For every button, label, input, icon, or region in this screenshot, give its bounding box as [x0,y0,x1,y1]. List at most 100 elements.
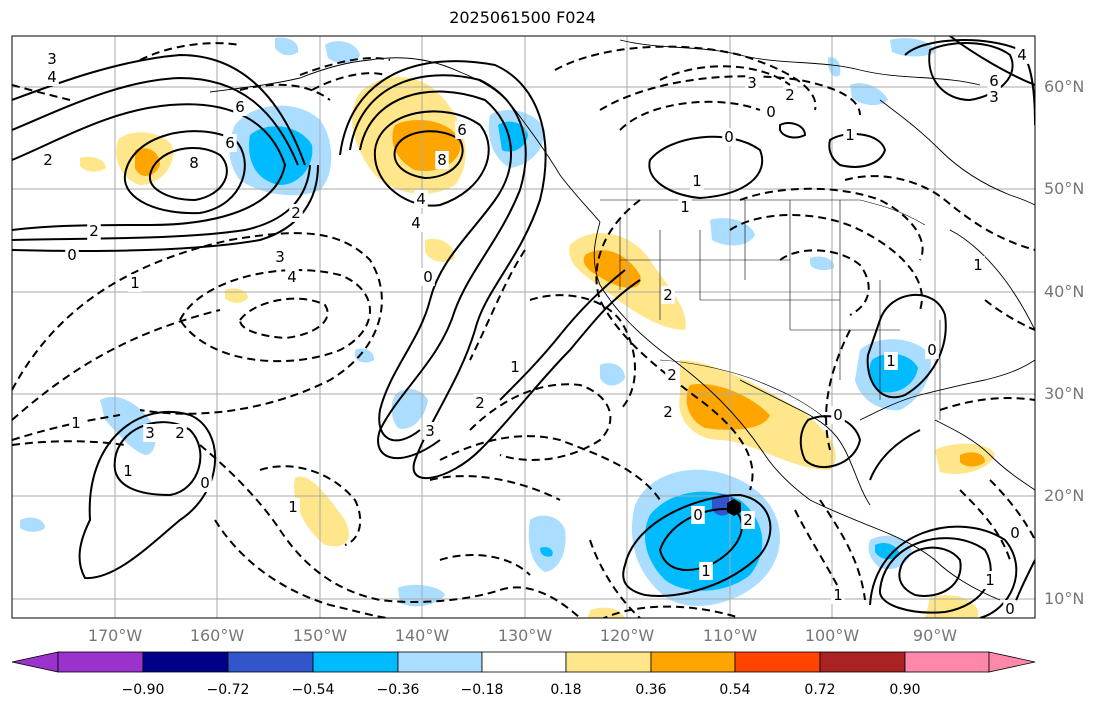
contour-label-halo [421,268,435,286]
negative-anomaly-region [869,353,918,393]
contour-label: 0 [423,268,433,286]
negative-anomaly-region [600,363,625,386]
colorbar-tick-label: −0.54 [291,682,335,698]
contour-label: 4 [416,190,426,208]
lon-label: 100°W [804,626,860,645]
negative-anomaly-region [540,547,553,557]
contour-label-halo [783,86,797,104]
contour-label-halo [764,103,778,121]
colorbar-segment [819,651,906,673]
contour-label: 2 [785,86,795,104]
political-borders [600,199,941,420]
positive-contours [12,36,1035,618]
contour-label-halo [273,248,287,266]
positive-anomaly-region [425,238,455,262]
lon-label: 150°W [292,626,348,645]
contour-label-halo [699,562,713,580]
contour-label: 1 [130,274,140,292]
contour-label: 3 [275,248,285,266]
contour-label-halo [508,358,522,376]
contour-label-halo [722,128,736,146]
colorbar [11,651,1036,673]
contour-label: 1 [701,562,711,580]
contour-label: 2 [89,222,99,240]
contour-label: 1 [845,126,855,144]
contour-label-halo [983,571,997,589]
contour-label-halo [1003,600,1017,618]
contour-labels: 3 4 6 2 8 6 2 0 1 2 3 4 6 8 4 0 1 2 3 4 … [41,46,1029,618]
lon-label: 160°W [189,626,245,645]
contour-label-halo [971,256,985,274]
colorbar-tick-label: −0.72 [206,682,250,698]
contour-label: 6 [225,134,235,152]
contour-label-halo [233,98,247,116]
negative-anomaly-region [275,37,299,56]
negative-anomaly-region [875,543,900,560]
contour-label-halo [831,406,845,424]
contour-label: 1 [288,498,298,516]
positive-anomaly-region [960,452,985,467]
contour-label-halo [745,74,759,92]
positive-anomaly-region [294,476,349,547]
contour-label-halo [691,506,705,524]
contour-label: 4 [47,68,57,86]
contour-label: 1 [680,198,690,216]
colorbar-segment [904,651,990,673]
colorbar-segment [397,651,483,673]
lat-label: 20°N [1044,486,1085,505]
contour-label-halo [198,474,212,492]
contour-label: 0 [766,103,776,121]
lon-label: 90°W [912,626,958,645]
contour-label: 0 [1010,524,1020,542]
contour-label: 3 [747,74,757,92]
contour-label: 6 [989,72,999,90]
colorbar-tick-label: −0.36 [376,682,420,698]
contour-label-halo [41,151,55,169]
contour-label: 2 [475,394,485,412]
contour-label: 1 [833,586,843,604]
positive-anomaly-region [686,384,770,430]
lon-label: 110°W [702,626,758,645]
lat-label: 10°N [1044,589,1085,608]
contour-label-halo [831,586,845,604]
contour-label-halo [473,394,487,412]
contour-label: 6 [235,98,245,116]
contour-label: 1 [973,256,983,274]
colorbar-segment [57,651,144,673]
contour-label: 4 [287,268,297,286]
colorbar-tick-label: 0.72 [804,682,836,698]
contour-label: 3 [989,88,999,106]
colorbar-segment [650,651,736,673]
shaded-anomaly-layer [20,37,995,618]
contour-label-halo [87,222,101,240]
colorbar-segment [988,651,1036,673]
contour-label-halo [65,246,79,264]
contour-label: 2 [743,511,753,529]
contour-label: 6 [457,121,467,139]
contour-label: 8 [189,154,199,172]
contour-label: 3 [425,422,435,440]
contour-label-halo [289,204,303,222]
contour-label-halo [285,268,299,286]
contour-label: 1 [71,414,81,432]
contour-label: 2 [663,286,673,304]
contour-label-halo [223,134,237,152]
contour-label: 0 [724,128,734,146]
contour-label-halo [1008,524,1022,542]
contour-label-halo [690,172,704,190]
contour-label-halo [414,190,428,208]
contour-label-halo [987,72,1001,90]
colorbar-segment [565,651,652,673]
colorbar-segment [227,651,314,673]
contour-label-halo [661,286,675,304]
contour-label-halo [409,214,423,232]
contour-label: 1 [886,352,896,370]
contour-label-halo [741,511,755,529]
contour-label: 1 [123,462,133,480]
contour-label: 2 [43,151,53,169]
contour-label: 4 [1017,46,1027,64]
negative-anomaly-region [325,41,360,64]
negative-anomaly-region [850,83,888,106]
contour-label: 1 [692,172,702,190]
